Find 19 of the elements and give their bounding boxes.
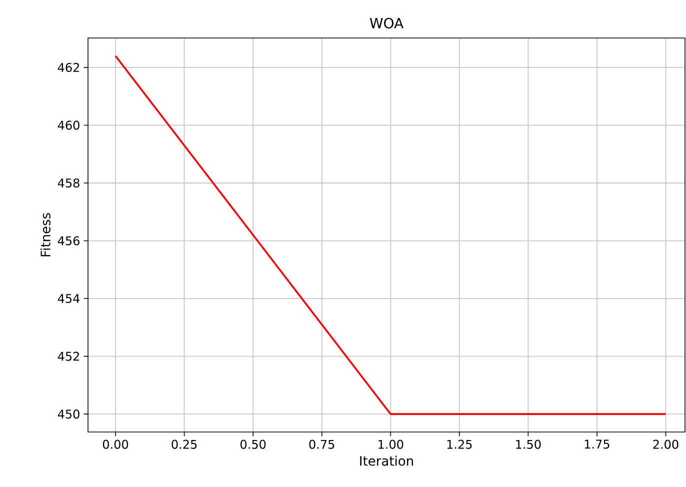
x-tick-label: 0.75 [309,440,334,449]
x-tick-label: 1.25 [447,440,472,449]
y-tick-label: 458 [58,178,80,188]
y-tick-label: 454 [58,294,80,303]
y-tick-label: 462 [58,62,79,72]
y-axis-title: Fitness [40,213,50,256]
x-tick-label: 1.50 [516,440,541,449]
y-tick-label: 452 [58,352,79,361]
y-tick-label: 456 [58,236,80,246]
x-tick-label: 0.25 [172,440,197,449]
y-tick-label: 460 [58,120,80,130]
chart-title: WOA [370,18,404,28]
x-axis-title: Iteration [360,456,413,466]
x-tick-label: 1.00 [378,440,404,449]
y-tick-label: 450 [58,410,80,419]
x-tick-label: 0.00 [102,440,128,449]
x-tick-label: 1.75 [584,440,610,449]
x-tick-label: 2.00 [653,440,678,449]
x-tick-label: 0.50 [240,440,266,449]
